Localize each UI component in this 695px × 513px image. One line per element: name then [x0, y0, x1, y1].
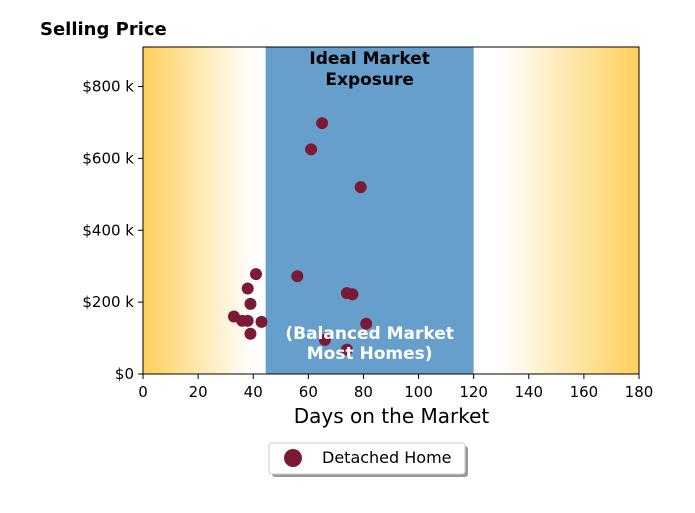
y-axis-ticks: $0 $200 k $400 k $600 k $800 k [82, 78, 143, 383]
data-point [291, 270, 304, 283]
data-point [305, 143, 318, 156]
band-label-bottom-line: Most Homes) [307, 344, 433, 364]
x-tick-label: 100 [404, 383, 433, 401]
data-point [249, 268, 262, 281]
x-tick-label: 120 [459, 383, 488, 401]
data-point [346, 288, 359, 301]
x-tick-label: 0 [138, 383, 148, 401]
x-tick-label: 40 [244, 383, 263, 401]
data-point [354, 181, 367, 194]
y-tick-label: $0 [115, 365, 134, 383]
legend[interactable]: Detached Home [268, 442, 468, 477]
x-tick-label: 160 [570, 383, 599, 401]
band-label-top-line: Exposure [325, 70, 414, 90]
x-axis-label: Days on the Market [294, 404, 490, 428]
y-tick-label: $400 k [82, 221, 134, 239]
data-points [227, 117, 373, 356]
plot-frame [142, 46, 640, 375]
x-tick-label: 140 [514, 383, 543, 401]
x-tick-label: 60 [299, 383, 318, 401]
x-tick-label: 80 [354, 383, 373, 401]
x-tick-label: 180 [625, 383, 654, 401]
data-point [316, 117, 329, 130]
data-point [244, 327, 257, 340]
legend-marker [284, 449, 302, 467]
data-point [360, 317, 373, 330]
legend-box [268, 442, 466, 475]
x-tick-label: 20 [189, 383, 208, 401]
data-point [318, 333, 331, 346]
legend-label: Detached Home [322, 448, 452, 467]
data-point [241, 314, 254, 327]
x-axis-ticks: 0 20 40 60 80 100 120 140 160 180 [138, 374, 653, 401]
y-tick-label: $200 k [82, 293, 134, 311]
data-point [244, 297, 257, 310]
band-label-top-line: Ideal Market [309, 49, 430, 69]
y-tick-label: $800 k [82, 78, 134, 96]
data-point [340, 343, 353, 356]
data-point [255, 315, 268, 328]
data-point [241, 282, 254, 295]
axes [142, 46, 640, 375]
chart-title: Selling Price [40, 19, 167, 40]
band-label-bottom-line: (Balanced Market [285, 324, 454, 344]
y-tick-label: $600 k [82, 149, 134, 167]
